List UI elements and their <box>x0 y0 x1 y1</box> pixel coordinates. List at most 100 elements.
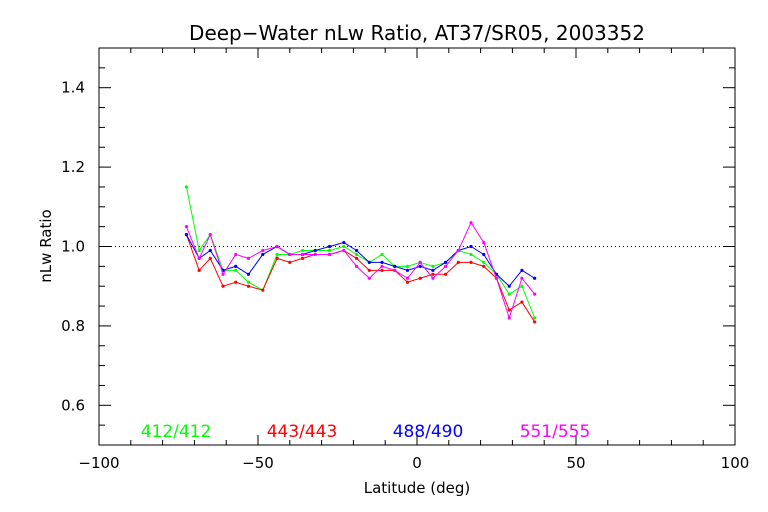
data-point <box>431 272 435 276</box>
y-tick-label: 0.8 <box>61 317 85 335</box>
data-point <box>184 225 189 229</box>
data-point <box>367 268 371 272</box>
x-axis-label: Latitude (deg) <box>364 479 470 497</box>
data-point <box>288 260 292 264</box>
series-line <box>185 186 536 319</box>
data-point <box>261 288 265 292</box>
data-point <box>507 292 511 296</box>
data-point <box>246 272 251 276</box>
legend-item: 488/490 <box>393 422 464 442</box>
data-point <box>431 268 435 272</box>
data-point <box>354 248 359 253</box>
x-tick-label: −50 <box>242 454 274 472</box>
data-point <box>197 248 201 253</box>
data-point <box>393 268 397 272</box>
data-point <box>313 252 317 257</box>
data-point <box>456 260 460 264</box>
data-point <box>444 272 448 276</box>
data-point <box>246 280 251 284</box>
data-point <box>469 244 473 249</box>
data-point <box>482 240 486 245</box>
x-tick-label: 100 <box>721 454 750 472</box>
data-point <box>354 252 359 257</box>
data-point <box>275 252 279 257</box>
data-point <box>444 260 448 264</box>
data-point <box>405 276 410 280</box>
legend-item: 551/555 <box>520 422 591 442</box>
data-point <box>313 248 317 253</box>
data-point <box>246 284 251 288</box>
x-tick-label: 50 <box>566 454 585 472</box>
data-point <box>418 260 422 264</box>
data-point <box>275 244 279 249</box>
data-point <box>354 264 359 268</box>
series-line <box>185 221 536 320</box>
data-point <box>482 252 486 257</box>
data-point <box>300 252 305 257</box>
data-point <box>327 252 332 257</box>
data-point <box>405 268 410 272</box>
data-point <box>520 284 524 288</box>
data-point <box>507 316 511 320</box>
data-point <box>380 252 384 257</box>
data-point <box>342 240 346 245</box>
series-3 <box>184 221 537 320</box>
data-point <box>197 256 201 261</box>
ticks: −100 −50 0 50 100 0.6 0.8 1.0 1.2 1.4 <box>61 47 750 472</box>
data-point <box>520 268 524 272</box>
series-layer <box>184 185 537 324</box>
data-point <box>418 264 422 268</box>
data-point <box>444 264 448 268</box>
data-point <box>431 264 435 268</box>
data-point <box>234 264 238 268</box>
data-point <box>482 264 486 268</box>
y-tick-label: 1.0 <box>61 238 85 256</box>
data-point <box>184 232 189 237</box>
data-point <box>261 248 265 253</box>
data-point <box>288 252 292 257</box>
data-point <box>418 276 422 280</box>
x-tick-label: −100 <box>78 454 119 472</box>
data-point <box>327 244 332 249</box>
data-point <box>405 280 410 284</box>
data-point <box>533 316 537 320</box>
data-point <box>246 256 251 261</box>
data-point <box>380 260 384 264</box>
data-point <box>507 308 511 312</box>
y-tick-label: 1.2 <box>61 158 85 176</box>
data-point <box>342 244 346 249</box>
data-point <box>367 260 371 264</box>
data-point <box>469 260 473 264</box>
data-point <box>533 320 537 324</box>
legend: 412/412 443/443 488/490 551/555 <box>141 422 591 442</box>
data-point <box>405 264 410 268</box>
data-point <box>456 248 460 253</box>
data-point <box>234 252 238 257</box>
series-line <box>186 234 535 287</box>
data-point <box>469 221 473 225</box>
legend-item: 443/443 <box>267 422 338 442</box>
data-point <box>520 276 524 280</box>
data-point <box>197 268 201 272</box>
data-point <box>327 248 332 253</box>
data-point <box>300 256 305 261</box>
x-tick-label: 0 <box>412 454 422 472</box>
data-point <box>482 260 486 264</box>
data-point <box>234 268 238 272</box>
chart-title: Deep−Water nLw Ratio, AT37/SR05, 2003352 <box>189 21 645 45</box>
y-axis-label: nLw Ratio <box>37 209 55 282</box>
data-point <box>354 256 359 261</box>
data-point <box>208 232 212 237</box>
data-point <box>208 256 212 261</box>
series-line <box>185 234 536 323</box>
data-point <box>494 276 499 280</box>
data-point <box>342 248 346 253</box>
data-point <box>431 276 435 280</box>
series-0 <box>184 185 537 320</box>
data-point <box>533 292 537 296</box>
data-point <box>221 284 225 288</box>
legend-item: 412/412 <box>141 422 212 442</box>
data-point <box>533 276 537 280</box>
data-point <box>380 268 384 272</box>
